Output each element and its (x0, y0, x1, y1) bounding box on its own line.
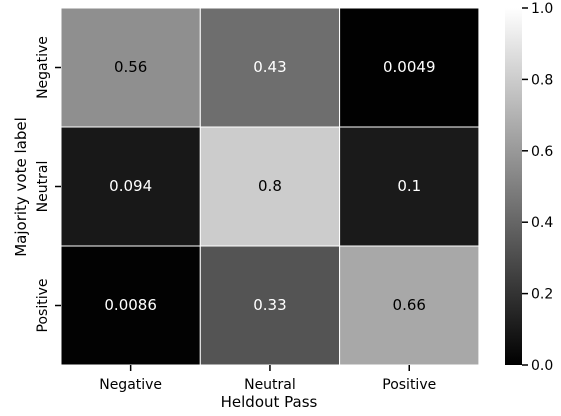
colorbar-ticks: 0.0 0.2 0.4 0.6 0.8 1.0 (522, 1, 553, 374)
x-axis-title: Heldout Pass (221, 393, 318, 411)
cell-value-label: 0.0049 (383, 58, 436, 76)
y-tick-label: Positive (35, 279, 51, 333)
cell-value-label: 0.43 (253, 58, 286, 76)
cell-value-label: 0.094 (109, 177, 152, 195)
cell-value-label: 0.1 (397, 177, 421, 195)
y-tick-label: Neutral (35, 161, 51, 213)
heatmap-cell (199, 7, 341, 128)
colorbar-tick-label: 0.4 (531, 215, 553, 231)
x-tick-label: Positive (382, 377, 436, 393)
y-axis-ticks: Negative Neutral Positive (35, 36, 61, 332)
y-axis-title: Majority vote label (12, 117, 30, 257)
cell-value-label: 0.8 (258, 177, 282, 195)
x-axis-ticks: Negative Neutral Positive (99, 365, 436, 393)
cell-value-label: 0.66 (393, 296, 426, 314)
cell-value-label: 0.56 (114, 58, 147, 76)
heatmap-cell (60, 7, 201, 128)
y-tick-label: Negative (35, 36, 51, 99)
x-tick-label: Negative (99, 377, 162, 393)
heatmap-cell (339, 126, 480, 247)
heatmap-cell (199, 126, 341, 247)
colorbar-tick-label: 0.8 (531, 72, 553, 88)
heatmap-cell (339, 7, 480, 128)
colorbar-tick-label: 0.2 (531, 287, 553, 303)
colorbar-tick-label: 0.0 (531, 358, 553, 374)
heatmap-cell (199, 245, 341, 366)
colorbar-tick-label: 1.0 (531, 1, 553, 17)
cell-value-label: 0.33 (253, 296, 286, 314)
colorbar (505, 8, 522, 365)
cell-value-label: 0.0086 (104, 296, 157, 314)
x-tick-label: Neutral (244, 377, 296, 393)
colorbar-gradient (505, 8, 522, 365)
colorbar-tick-label: 0.6 (531, 144, 553, 160)
heatmap-cells: 0.56 0.43 0.0049 0.094 0.8 0.1 0.0086 0.33 0.66 (60, 7, 480, 366)
heatmap-cell (60, 126, 201, 247)
